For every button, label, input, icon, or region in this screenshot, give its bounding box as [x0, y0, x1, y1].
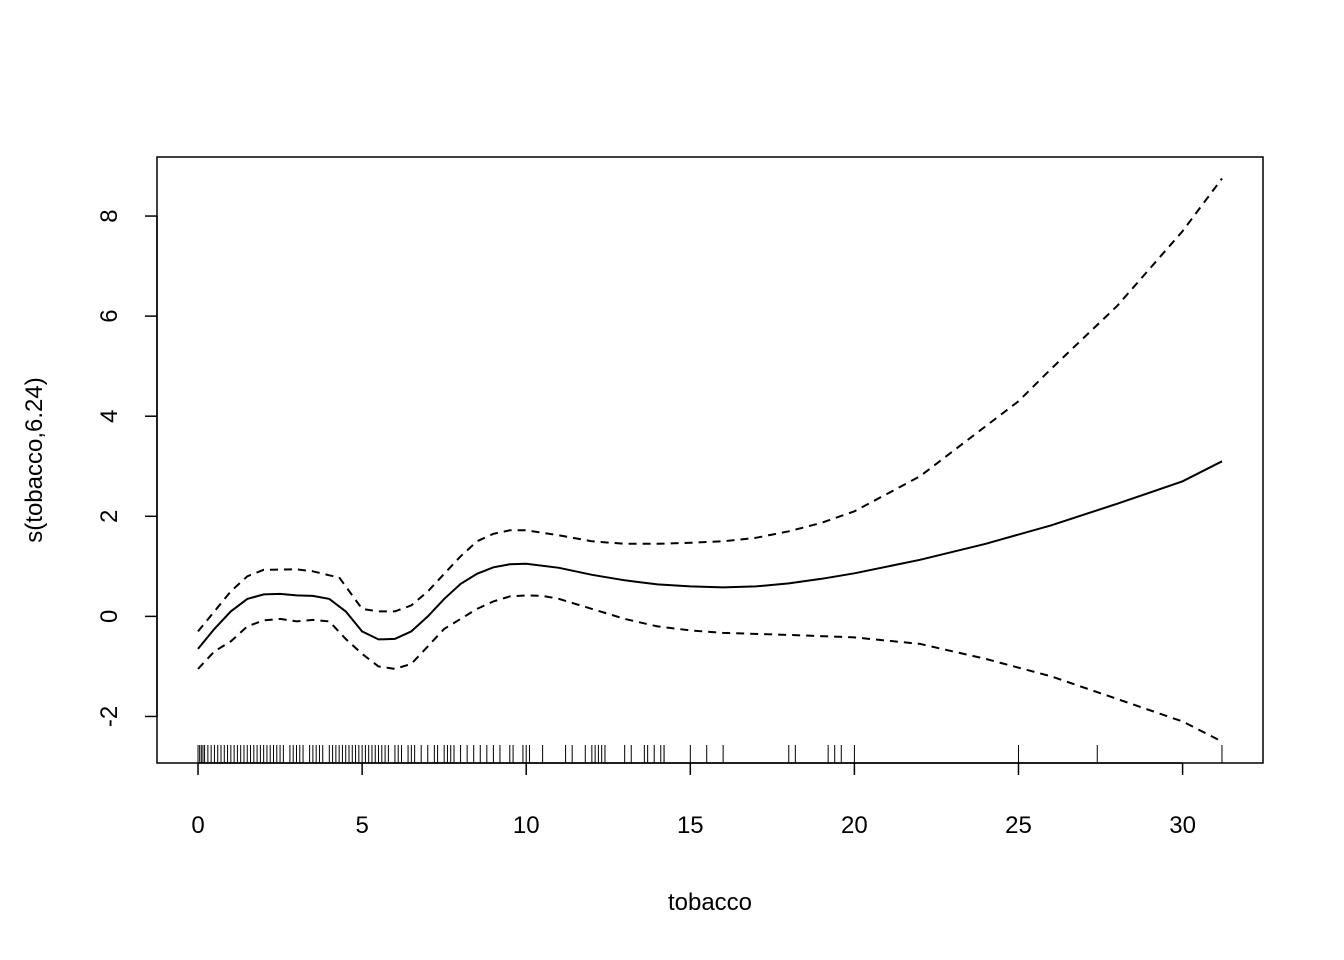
- fit-line: [197, 460, 1223, 650]
- y-tick-label: 8: [96, 209, 123, 222]
- upper-band-line: [197, 177, 1223, 633]
- x-tick-label: 30: [1169, 812, 1196, 839]
- y-axis-title: s(tobacco,6.24): [21, 377, 48, 542]
- y-tick-label: -2: [96, 706, 123, 727]
- y-tick-label: 2: [96, 510, 123, 523]
- x-tick-label: 5: [355, 812, 368, 839]
- y-tick-label: 6: [96, 309, 123, 322]
- x-tick-label: 25: [1005, 812, 1032, 839]
- plot-frame: [156, 156, 1264, 764]
- y-tick-label: 4: [96, 410, 123, 423]
- x-axis: 0 5 10 15 20 25 30: [191, 762, 1196, 839]
- x-tick-label: 20: [841, 812, 868, 839]
- lower-band-line: [197, 594, 1223, 743]
- x-tick-label: 0: [191, 812, 204, 839]
- x-axis-title: tobacco: [668, 889, 752, 916]
- x-tick-label: 10: [513, 812, 540, 839]
- series-lines: [197, 177, 1223, 743]
- y-axis: -2 0 2 4 6 8: [96, 209, 158, 727]
- y-tick-label: 0: [96, 610, 123, 623]
- x-tick-label: 15: [677, 812, 704, 839]
- rug-ticks: [197, 745, 1223, 763]
